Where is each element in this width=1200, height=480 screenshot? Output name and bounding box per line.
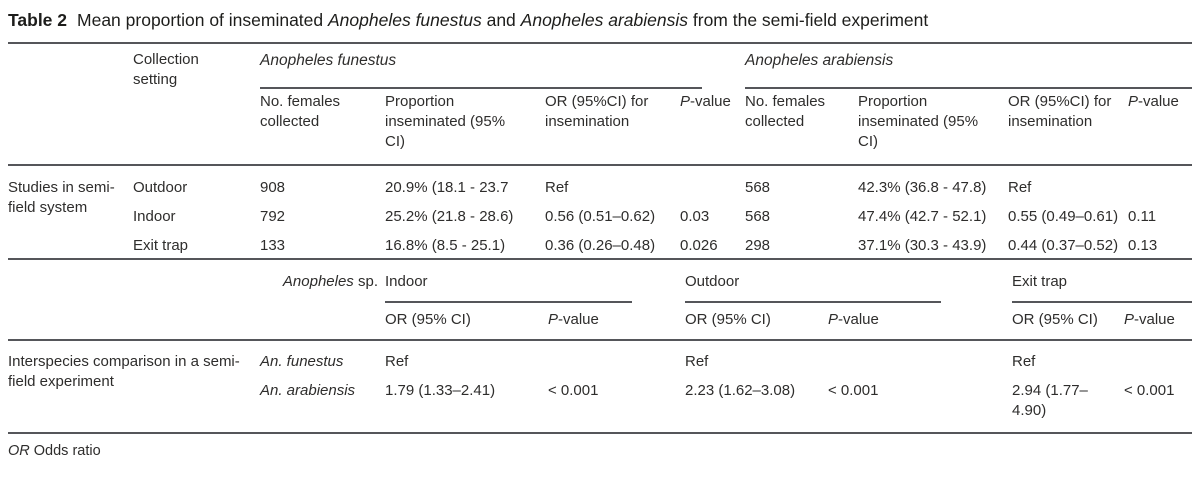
row-indoor-funestus-n: 792 <box>260 208 286 225</box>
row-exittrap-funestus-n: 133 <box>260 237 286 254</box>
section2-row-group-label: Interspecies comparison in a semi-field … <box>8 353 240 390</box>
row-anarabiensis-outdoor-or: 2.23 (1.62–3.08) <box>685 382 796 399</box>
row-anfunestus-outdoor-or: Ref <box>685 353 709 370</box>
header-exittrap-pvalue: P-value <box>1124 311 1175 328</box>
rule-table-top <box>8 42 1192 44</box>
header-funestus-females: No. females collected <box>260 93 341 130</box>
rule-section2-header-bottom <box>8 339 1192 341</box>
row-indoor-funestus-or: 0.56 (0.51–0.62) <box>545 208 656 225</box>
row-exittrap-funestus-pvalue: 0.026 <box>680 237 718 254</box>
row-exittrap-arabiensis-n: 298 <box>745 237 771 254</box>
row-outdoor-funestus-or: Ref <box>545 179 569 196</box>
row-indoor-arabiensis-pvalue: 0.11 <box>1128 208 1157 225</box>
rule-group-arabiensis <box>745 87 1192 89</box>
row-indoor-funestus-pvalue: 0.03 <box>680 208 710 225</box>
row-anarabiensis-outdoor-pvalue: < 0.001 <box>828 382 879 399</box>
table-number: Table 2 <box>8 10 68 30</box>
row-exittrap-setting: Exit trap <box>133 237 189 254</box>
header-funestus-or: OR (95%CI) for insemination <box>545 93 649 130</box>
row-indoor-funestus-proportion: 25.2% (21.8 - 28.6) <box>385 208 514 225</box>
header-outdoor-pvalue: P-value <box>828 311 879 328</box>
header-group-arabiensis: Anopheles arabiensis <box>745 52 894 69</box>
title-species-1: Anopheles funestus <box>328 10 482 30</box>
header-arabiensis-proportion: Proportion inseminated (95% CI) <box>858 93 979 150</box>
row-exittrap-arabiensis-or: 0.44 (0.37–0.52) <box>1008 237 1119 254</box>
row-anarabiensis-exittrap-or: 2.94 (1.77–4.90) <box>1012 382 1088 419</box>
section1-row-group-label: Studies in semi-field system <box>8 179 115 216</box>
row-anarabiensis-species: An. arabiensis <box>260 382 356 399</box>
row-anfunestus-indoor-or: Ref <box>385 353 409 370</box>
row-anfunestus-exittrap-or: Ref <box>1012 353 1036 370</box>
row-anarabiensis-indoor-or: 1.79 (1.33–2.41) <box>385 382 496 399</box>
row-exittrap-arabiensis-proportion: 37.1% (30.3 - 43.9) <box>858 237 987 254</box>
title-conj: and <box>481 10 521 30</box>
rule-subheader-bottom <box>8 164 1192 166</box>
row-exittrap-funestus-or: 0.36 (0.26–0.48) <box>545 237 656 254</box>
title-suffix: from the semi-field experiment <box>688 10 929 30</box>
header-arabiensis-females: No. females collected <box>745 93 826 130</box>
header-indoor-or: OR (95% CI) <box>385 311 471 328</box>
header-exittrap-or: OR (95% CI) <box>1012 311 1098 328</box>
row-indoor-setting: Indoor <box>133 208 176 225</box>
rule-group-exittrap <box>1012 301 1192 303</box>
title-prefix: Mean proportion of inseminated <box>77 10 328 30</box>
row-outdoor-arabiensis-proportion: 42.3% (36.8 - 47.8) <box>858 179 987 196</box>
header-outdoor-or: OR (95% CI) <box>685 311 771 328</box>
header-group-outdoor: Outdoor <box>685 273 740 290</box>
table-title: Table 2 Mean proportion of inseminated An… <box>8 10 1193 31</box>
row-indoor-arabiensis-or: 0.55 (0.49–0.61) <box>1008 208 1119 225</box>
row-exittrap-arabiensis-pvalue: 0.13 <box>1128 237 1158 254</box>
header-funestus-proportion: Proportion inseminated (95% CI) <box>385 93 506 150</box>
header-indoor-pvalue: P-value <box>548 311 599 328</box>
row-outdoor-funestus-proportion: 20.9% (18.1 - 23.7 <box>385 179 509 196</box>
rule-section1-bottom <box>8 258 1192 260</box>
table-footnote: OR Odds ratio <box>8 443 101 459</box>
rule-section2-bottom <box>8 432 1192 434</box>
header-arabiensis-pvalue: P-value <box>1128 93 1179 110</box>
row-outdoor-arabiensis-or: Ref <box>1008 179 1032 196</box>
row-outdoor-funestus-n: 908 <box>260 179 286 196</box>
row-exittrap-funestus-proportion: 16.8% (8.5 - 25.1) <box>385 237 506 254</box>
row-indoor-arabiensis-n: 568 <box>745 208 771 225</box>
header-anopheles-sp: Anopheles sp. <box>282 273 378 290</box>
header-collection-setting: Collection setting <box>133 51 199 88</box>
row-anarabiensis-exittrap-pvalue: < 0.001 <box>1124 382 1175 399</box>
header-group-exittrap: Exit trap <box>1012 273 1068 290</box>
row-anarabiensis-indoor-pvalue: < 0.001 <box>548 382 599 399</box>
rule-group-outdoor <box>685 301 941 303</box>
header-group-funestus: Anopheles funestus <box>260 52 397 69</box>
header-group-indoor: Indoor <box>385 273 428 290</box>
row-outdoor-arabiensis-n: 568 <box>745 179 771 196</box>
title-species-2: Anopheles arabiensis <box>520 10 689 30</box>
rule-group-funestus <box>260 87 702 89</box>
header-funestus-pvalue: P-value <box>680 93 731 110</box>
header-arabiensis-or: OR (95%CI) for insemination <box>1008 93 1112 130</box>
row-outdoor-setting: Outdoor <box>133 179 188 196</box>
row-indoor-arabiensis-proportion: 47.4% (42.7 - 52.1) <box>858 208 987 225</box>
row-anfunestus-species: An. funestus <box>260 353 344 370</box>
rule-group-indoor <box>385 301 632 303</box>
